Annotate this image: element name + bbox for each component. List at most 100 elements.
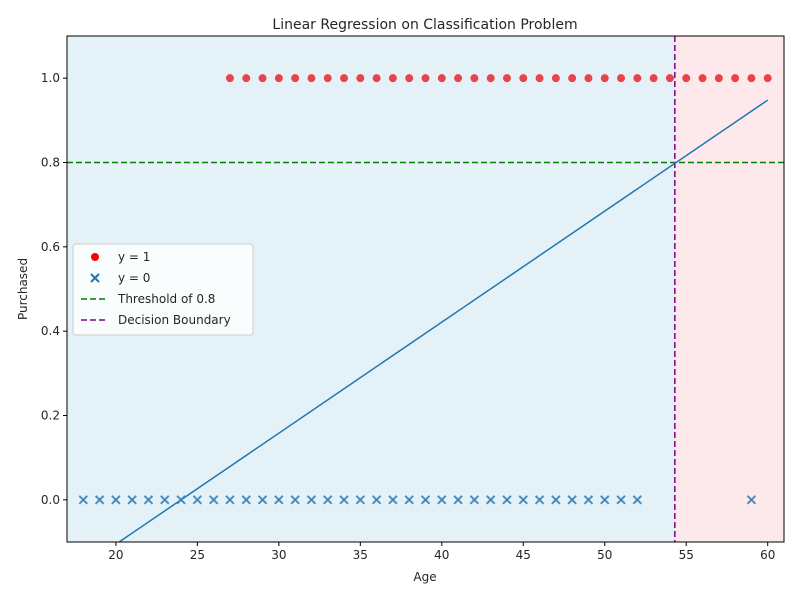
legend-label-boundary: Decision Boundary — [118, 313, 231, 327]
x-tick-label: 40 — [434, 548, 449, 562]
point-y0 — [420, 495, 431, 505]
point-y0 — [453, 495, 463, 505]
point-y1 — [323, 74, 332, 83]
point-y0 — [485, 495, 496, 505]
point-y0 — [437, 495, 447, 505]
y-tick-label: 0.2 — [41, 409, 60, 423]
point-y1 — [340, 74, 349, 83]
point-y1 — [535, 74, 544, 83]
point-y0 — [518, 495, 528, 505]
x-tick-label: 60 — [760, 548, 775, 562]
point-y0 — [632, 495, 643, 505]
point-y1 — [682, 74, 691, 83]
point-y1 — [633, 74, 642, 83]
point-y1 — [551, 74, 560, 83]
legend-label-y0: y = 0 — [118, 271, 150, 285]
point-y1 — [763, 74, 772, 83]
point-y0 — [306, 495, 317, 505]
point-y0 — [208, 495, 219, 505]
x-tick-label: 25 — [190, 548, 205, 562]
y-axis: 0.0 0.2 0.4 0.6 0.8 1.0 — [41, 71, 67, 507]
plot-frame — [66, 35, 785, 543]
point-y1 — [747, 74, 756, 83]
point-y0 — [567, 495, 577, 505]
point-y0 — [241, 495, 251, 505]
reference-lines — [67, 36, 784, 542]
point-y0 — [78, 495, 89, 505]
point-y1 — [437, 74, 446, 83]
x-axis-label: Age — [413, 570, 436, 584]
y-tick-label: 1.0 — [41, 71, 60, 85]
x-axis: 20 25 30 35 40 45 50 55 60 — [108, 542, 775, 562]
point-y0 — [192, 495, 203, 505]
y-tick-label: 0.8 — [41, 156, 60, 170]
y-axis-label: Purchased — [16, 258, 30, 320]
x-tick-label: 20 — [108, 548, 123, 562]
x-tick-label: 30 — [271, 548, 286, 562]
point-y1 — [731, 74, 740, 83]
point-y0 — [143, 495, 154, 505]
legend-label-threshold: Threshold of 0.8 — [117, 292, 215, 306]
point-y0 — [323, 495, 333, 505]
point-y1 — [470, 74, 479, 83]
predicted-1-region — [674, 36, 784, 542]
point-y1 — [388, 74, 397, 83]
point-y1 — [405, 74, 414, 83]
point-y0 — [534, 495, 545, 505]
point-y1 — [274, 74, 283, 83]
point-y0 — [94, 495, 105, 505]
point-y1 — [486, 74, 495, 83]
point-y0 — [355, 495, 366, 505]
x-tick-label: 45 — [516, 548, 531, 562]
point-y0 — [225, 495, 235, 505]
point-y0 — [274, 495, 284, 505]
point-y0 — [160, 495, 170, 505]
chart-title: Linear Regression on Classification Prob… — [272, 17, 577, 33]
point-y1 — [665, 74, 674, 83]
legend-label-y1: y = 1 — [118, 250, 150, 264]
point-y1 — [698, 74, 707, 83]
point-y1 — [225, 74, 234, 83]
point-y0 — [502, 495, 512, 505]
x-tick-label: 55 — [679, 548, 694, 562]
point-y1 — [421, 74, 430, 83]
point-y0 — [600, 495, 610, 505]
y-tick-label: 0.0 — [41, 493, 60, 507]
data-points — [78, 74, 772, 505]
point-y1 — [356, 74, 365, 83]
legend-marker-y0 — [90, 273, 100, 283]
point-y0 — [404, 495, 414, 505]
regression-line — [118, 99, 769, 542]
x-tick-label: 50 — [597, 548, 612, 562]
y-tick-label: 0.4 — [41, 324, 60, 338]
point-y1 — [242, 74, 251, 83]
point-y0 — [616, 495, 626, 505]
point-y1 — [568, 74, 577, 83]
point-y1 — [649, 74, 658, 83]
legend: y = 1 y = 0 Threshold of 0.8 Decision Bo… — [72, 243, 254, 336]
point-y0 — [583, 495, 594, 505]
point-y1 — [502, 74, 511, 83]
point-y0 — [371, 495, 382, 505]
point-y0 — [551, 495, 561, 505]
legend-marker-y1 — [91, 253, 99, 261]
point-y1 — [617, 74, 626, 83]
point-y0 — [388, 495, 398, 505]
point-y1 — [600, 74, 609, 83]
point-y1 — [258, 74, 267, 83]
point-y1 — [714, 74, 723, 83]
point-y0 — [290, 495, 300, 505]
x-tick-label: 35 — [353, 548, 368, 562]
point-y0 — [469, 495, 480, 505]
point-y0 — [746, 495, 757, 505]
point-y1 — [307, 74, 316, 83]
point-y0 — [127, 495, 137, 505]
point-y0 — [176, 495, 186, 505]
point-y0 — [111, 495, 121, 505]
point-y0 — [339, 495, 349, 505]
point-y1 — [454, 74, 463, 83]
point-y1 — [584, 74, 593, 83]
point-y0 — [257, 495, 268, 505]
y-tick-label: 0.6 — [41, 240, 60, 254]
